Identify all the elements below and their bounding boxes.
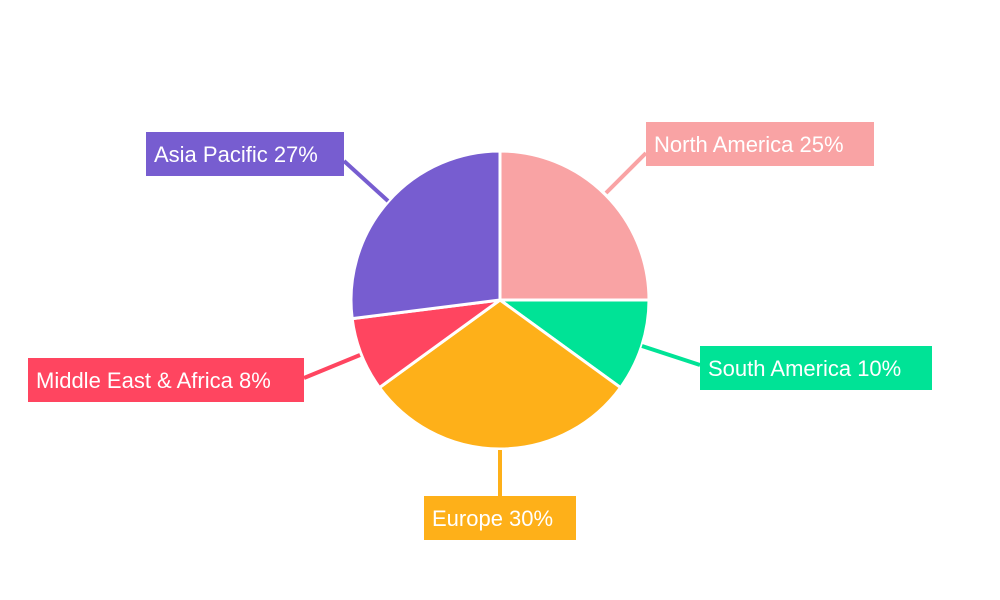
- data-label: South America 10%: [708, 356, 901, 381]
- data-label-box: [146, 132, 344, 176]
- pie-slices: [349, 149, 651, 451]
- pie-slice-south-america[interactable]: [495, 298, 651, 390]
- data-label-box: [700, 346, 932, 390]
- pie-slice-europe[interactable]: [377, 298, 623, 451]
- leader-line: [342, 159, 390, 203]
- leader-line: [641, 344, 701, 367]
- data-label: North America 25%: [654, 132, 844, 157]
- data-label-box: [28, 358, 304, 402]
- data-label: Europe 30%: [432, 506, 553, 531]
- pie-labels: North America 25% South America 10% Europe…: [28, 122, 932, 540]
- data-label: Asia Pacific 27%: [154, 142, 318, 167]
- data-label: Middle East & Africa 8%: [36, 368, 271, 393]
- leader-line: [604, 151, 648, 195]
- leader-line: [303, 353, 361, 380]
- pie-slice-asia-pacific[interactable]: [349, 149, 502, 321]
- data-label-box: [646, 122, 874, 166]
- data-label-box: [424, 496, 576, 540]
- pie-slice-north-america[interactable]: [498, 149, 651, 302]
